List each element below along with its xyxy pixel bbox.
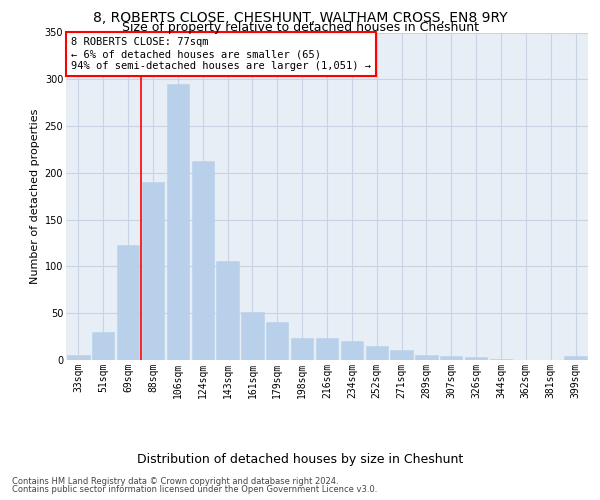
Bar xyxy=(415,356,437,360)
Bar xyxy=(465,357,487,360)
Text: Contains public sector information licensed under the Open Government Licence v3: Contains public sector information licen… xyxy=(12,484,377,494)
Bar xyxy=(142,182,164,360)
Bar xyxy=(365,346,388,360)
Bar xyxy=(440,356,463,360)
Bar xyxy=(217,261,239,360)
Bar xyxy=(191,160,214,360)
Text: Distribution of detached houses by size in Cheshunt: Distribution of detached houses by size … xyxy=(137,452,463,466)
Text: Contains HM Land Registry data © Crown copyright and database right 2024.: Contains HM Land Registry data © Crown c… xyxy=(12,477,338,486)
Text: Size of property relative to detached houses in Cheshunt: Size of property relative to detached ho… xyxy=(121,22,479,35)
Text: 8 ROBERTS CLOSE: 77sqm
← 6% of detached houses are smaller (65)
94% of semi-deta: 8 ROBERTS CLOSE: 77sqm ← 6% of detached … xyxy=(71,38,371,70)
Text: 8, ROBERTS CLOSE, CHESHUNT, WALTHAM CROSS, EN8 9RY: 8, ROBERTS CLOSE, CHESHUNT, WALTHAM CROS… xyxy=(92,11,508,25)
Bar xyxy=(117,245,139,360)
Y-axis label: Number of detached properties: Number of detached properties xyxy=(31,108,40,284)
Bar xyxy=(565,356,587,360)
Bar xyxy=(316,338,338,360)
Bar xyxy=(391,350,413,360)
Bar xyxy=(241,312,263,360)
Bar xyxy=(341,342,363,360)
Bar xyxy=(167,84,189,360)
Bar xyxy=(490,359,512,360)
Bar xyxy=(291,338,313,360)
Bar xyxy=(92,332,115,360)
Bar xyxy=(67,356,89,360)
Bar xyxy=(266,322,289,360)
